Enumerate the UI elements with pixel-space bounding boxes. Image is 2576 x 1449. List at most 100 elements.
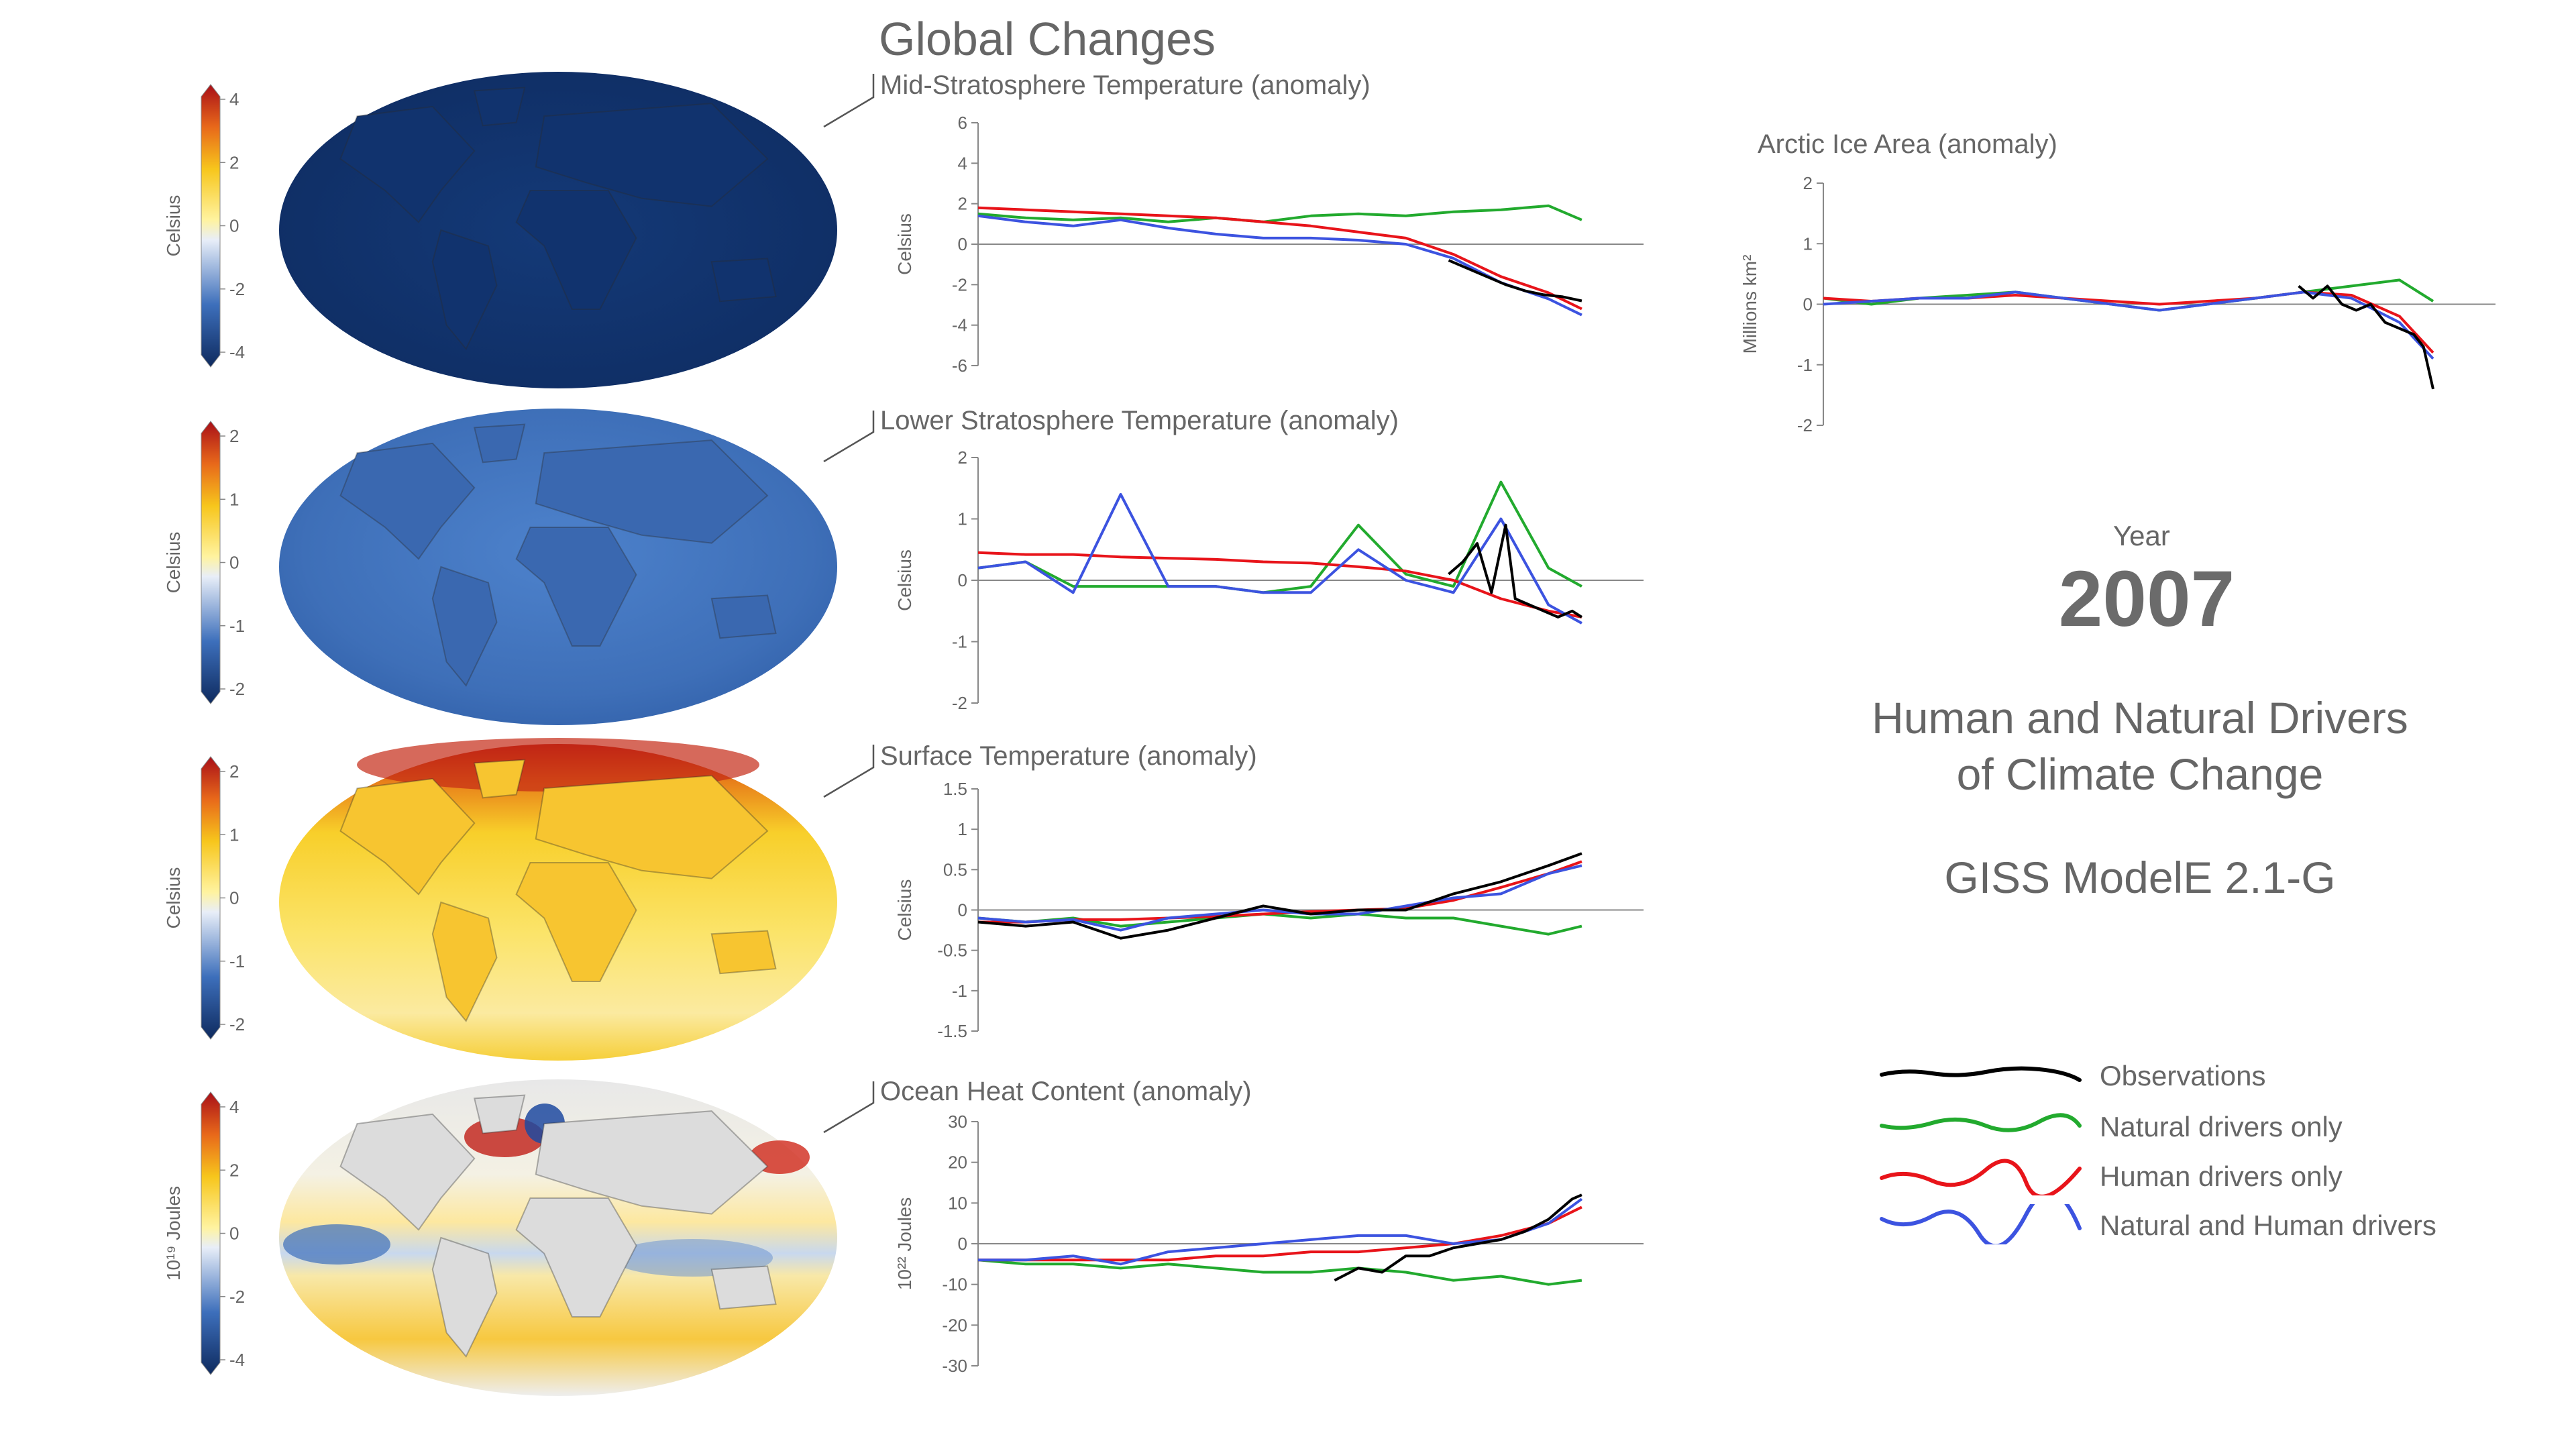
y-tick-label: 0 <box>958 900 967 920</box>
mid-stratosphere-map-eurasia <box>535 103 769 207</box>
page-heading: Global Changes <box>879 13 1216 65</box>
surface-temperature-map-australia <box>710 930 777 975</box>
surface-temperature-map-colorbar-tick-label: -1 <box>229 951 245 971</box>
series-line-observations <box>1448 259 1582 303</box>
mid-stratosphere-map-colorbar: 4 2 0 -2 -4 Celsius <box>163 84 245 368</box>
title-connector <box>823 745 875 798</box>
mid-stratosphere-map-north-america <box>339 105 476 223</box>
ocean-heat-map-north-america <box>339 1113 476 1231</box>
lower-stratosphere-map-colorbar-label: Celsius <box>163 532 184 594</box>
y-tick-label: 1 <box>958 509 967 529</box>
y-tick-label: 6 <box>958 113 967 133</box>
series-line-human <box>978 1205 1582 1262</box>
lower-stratosphere-map-north-america <box>339 442 476 560</box>
ocean-heat-map-south-america <box>431 1236 498 1358</box>
surface-temperature-map-africa <box>515 862 637 982</box>
lower-stratosphere-map <box>279 409 837 725</box>
series-line-both <box>977 492 1582 625</box>
lower-stratosphere-map-colorbar-scale <box>201 421 221 704</box>
lower-stratosphere-map-south-america <box>431 566 498 687</box>
series-line-natural <box>977 480 1582 594</box>
lower-stratosphere-map-colorbar-tick-label: 0 <box>229 553 239 573</box>
year-value: 2007 <box>2058 555 2235 643</box>
surface-temperature-map-colorbar-tick-label: 1 <box>229 824 239 845</box>
model-name: GISS ModelE 2.1-G <box>1944 853 2336 902</box>
y-axis-label: 10²² Joules <box>894 1197 915 1291</box>
y-tick-label: 0 <box>958 570 967 590</box>
y-tick-label: 0 <box>1803 294 1813 315</box>
surface-temperature-map-arctic-warming <box>357 738 759 792</box>
y-tick-label: 0 <box>958 1234 967 1254</box>
y-tick-label: -1.5 <box>937 1021 967 1041</box>
series-line-natural <box>977 204 1582 223</box>
chart-title: Ocean Heat Content (anomaly) <box>880 1077 1252 1106</box>
y-tick-label: 20 <box>948 1152 967 1173</box>
chart-title: Lower Stratosphere Temperature (anomaly) <box>880 406 1399 435</box>
surface-temperature-map-eurasia <box>535 775 769 879</box>
y-tick-label: -6 <box>952 356 967 376</box>
lower-stratosphere-map-colorbar-tick-label: 2 <box>229 426 239 446</box>
ocean-heat-map-colorbar-tick-label: -4 <box>229 1350 245 1370</box>
chart-title: Mid-Stratosphere Temperature (anomaly) <box>880 70 1371 100</box>
y-tick-label: -2 <box>952 693 967 713</box>
mid-stratosphere-map-colorbar-tick-label: 4 <box>229 89 239 109</box>
lower-stratosphere-map-greenland <box>473 423 526 464</box>
subtitle: Human and Natural Drivers of Climate Cha… <box>1838 690 2442 802</box>
ocean-heat-map-colorbar-tick-label: 4 <box>229 1097 239 1117</box>
legend-label: Observations <box>2100 1060 2266 1091</box>
legend-swatch-observations <box>1880 1066 2082 1082</box>
title-connector <box>823 411 875 463</box>
y-tick-label: -30 <box>942 1356 967 1376</box>
lower-stratosphere-map-africa <box>515 527 637 647</box>
series-line-human <box>1823 290 2434 354</box>
mid-stratosphere-map-colorbar-tick-label: 2 <box>229 152 239 172</box>
legend-swatch-both <box>1880 1204 2082 1244</box>
y-tick-label: 1.5 <box>943 779 967 799</box>
surface-temperature-map-south-america <box>431 901 498 1022</box>
ocean-heat-map-colorbar-label: 10¹⁹ Joules <box>163 1186 184 1281</box>
ocean-heat-map-colorbar-scale <box>201 1091 221 1375</box>
y-tick-label: -1 <box>1797 355 1813 375</box>
y-tick-label: 30 <box>948 1112 967 1132</box>
chart-2: Lower Stratosphere Temperature (anomaly)… <box>823 406 1644 713</box>
chart-4: Ocean Heat Content (anomaly) 30 20 10 0 -10 -2… <box>823 1077 1644 1376</box>
surface-temperature-map-colorbar-tick-label: -2 <box>229 1014 245 1034</box>
chart-title: Arctic Ice Area (anomaly) <box>1758 129 2057 159</box>
chart-title: Surface Temperature (anomaly) <box>880 741 1257 771</box>
series-line-human <box>977 551 1582 619</box>
legend-swatch-human <box>1880 1159 2082 1195</box>
surface-temperature-map-colorbar-scale <box>201 756 221 1040</box>
series-line-observations <box>1334 1193 1582 1282</box>
y-tick-label: 0 <box>958 234 967 254</box>
mid-stratosphere-map <box>279 72 837 388</box>
series-line-both <box>1823 290 2434 360</box>
surface-temperature-map-greenland <box>473 759 526 799</box>
y-tick-label: 2 <box>958 194 967 214</box>
surface-temperature-map <box>279 738 837 1061</box>
series-line-observations <box>2298 284 2434 390</box>
series-line-natural <box>977 912 1582 936</box>
lower-stratosphere-map-australia <box>710 594 777 639</box>
y-tick-label: 2 <box>958 447 967 468</box>
y-tick-label: 4 <box>958 153 967 173</box>
chart-1: Mid-Stratosphere Temperature (anomaly) 6 4… <box>823 70 1644 376</box>
mid-stratosphere-map-south-america <box>431 229 498 350</box>
mid-stratosphere-map-africa <box>515 190 637 310</box>
series-line-human <box>978 860 1582 924</box>
y-tick-label: -20 <box>942 1315 967 1335</box>
series-line-natural <box>977 1258 1582 1286</box>
ocean-heat-map-colorbar-tick-label: 2 <box>229 1160 239 1180</box>
series-line-observations <box>977 852 1582 940</box>
lower-stratosphere-map-colorbar: 2 1 0 -1 -2 Celsius <box>163 421 245 704</box>
ocean-heat-map-colorbar-tick-label: -2 <box>229 1287 245 1307</box>
lower-stratosphere-map-colorbar-tick-label: -2 <box>229 679 245 699</box>
ocean-heat-map-pacific-cool <box>283 1224 390 1265</box>
y-axis-label: Celsius <box>894 879 915 941</box>
lower-stratosphere-map-colorbar-tick-label: -1 <box>229 616 245 636</box>
ocean-heat-map-greenland <box>473 1094 526 1134</box>
y-tick-label: -2 <box>1797 415 1813 435</box>
surface-temperature-map-colorbar-label: Celsius <box>163 867 184 929</box>
y-tick-label: 0.5 <box>943 859 967 879</box>
y-tick-label: 2 <box>1803 173 1813 193</box>
